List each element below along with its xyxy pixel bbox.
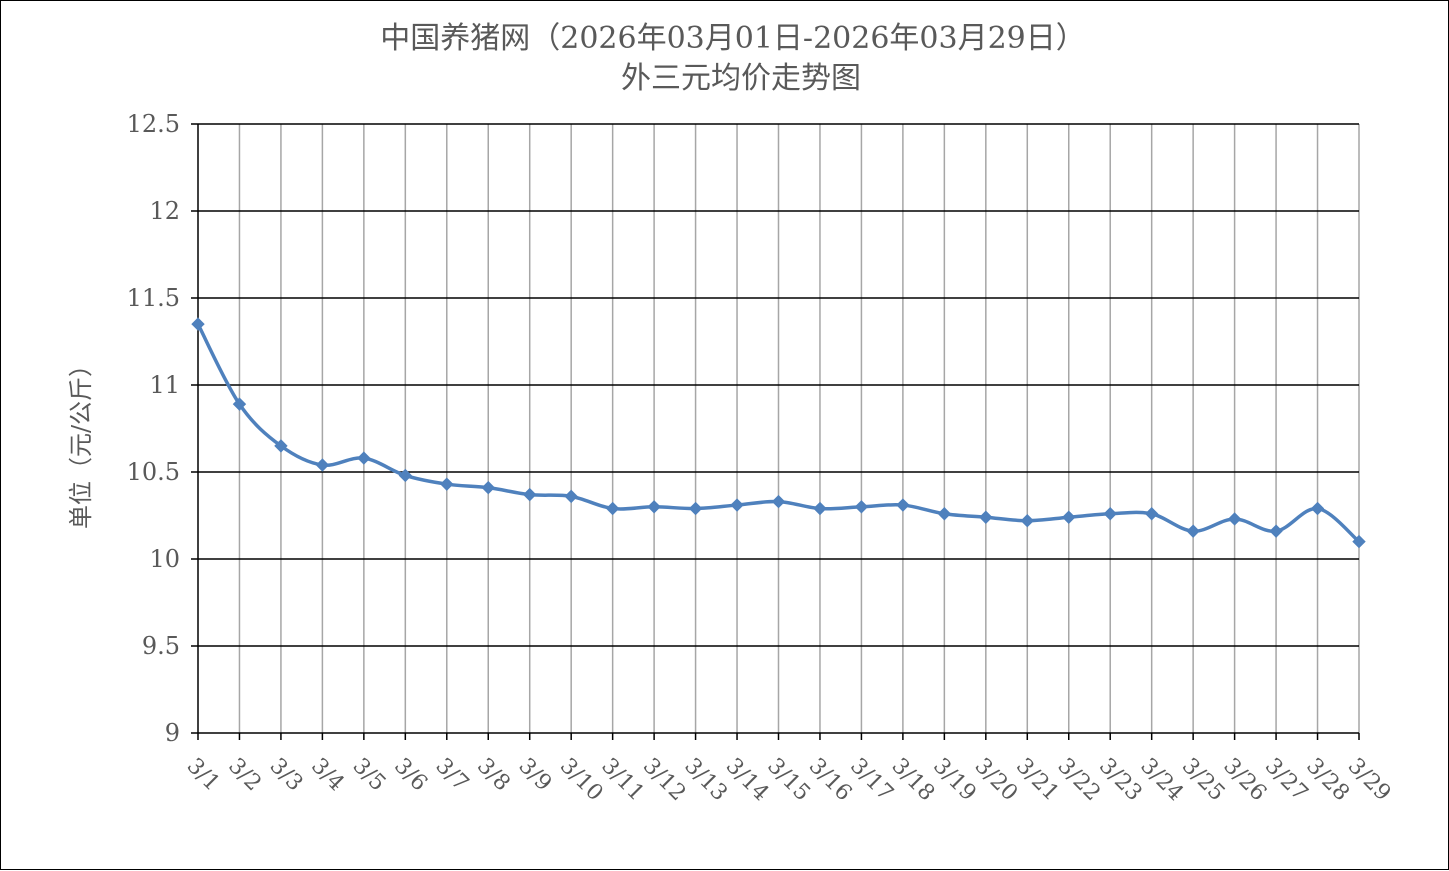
chart-subtitle: 外三元均价走势图	[621, 61, 861, 96]
price-series	[191, 317, 1366, 549]
x-tick-label: 3/6	[389, 754, 432, 797]
x-tick-label: 3/2	[223, 754, 266, 797]
x-tick-label: 3/12	[638, 754, 691, 807]
data-point-marker	[730, 498, 744, 512]
x-tick-label: 3/8	[472, 754, 515, 797]
data-point-marker	[1186, 524, 1200, 538]
x-tick-label: 3/22	[1053, 754, 1106, 807]
x-tick-label: 3/21	[1011, 754, 1064, 807]
data-point-marker	[523, 487, 537, 502]
data-point-marker	[1020, 514, 1034, 528]
data-point-marker	[315, 458, 330, 472]
data-point-marker	[398, 468, 413, 483]
data-point-marker	[771, 494, 786, 509]
x-tick-label: 3/4	[306, 754, 349, 797]
data-point-marker	[1352, 534, 1366, 549]
data-point-marker	[1062, 510, 1076, 524]
x-tick-label: 3/29	[1343, 754, 1396, 807]
data-point-marker	[357, 451, 371, 465]
data-point-marker	[1144, 507, 1159, 521]
x-tick-label: 3/5	[348, 754, 391, 797]
x-tick-label: 3/9	[513, 754, 556, 797]
x-tick-label: 3/19	[928, 754, 981, 807]
data-point-marker	[1310, 501, 1325, 516]
data-point-marker	[813, 501, 827, 516]
x-tick-label: 3/20	[970, 754, 1023, 807]
y-tick-label: 12	[149, 197, 180, 225]
y-tick-labels: 12.5 12 11.5 11 10.5 10 9.5 9	[127, 110, 180, 747]
x-tick-label: 3/3	[265, 754, 308, 797]
x-tick-label: 3/1	[182, 754, 225, 797]
data-point-marker	[605, 501, 620, 516]
data-point-marker	[232, 397, 247, 411]
x-tick-label: 3/24	[1135, 754, 1188, 807]
x-tick-label: 3/23	[1094, 754, 1147, 807]
y-tick-label: 12.5	[127, 110, 180, 138]
y-tick-label: 9.5	[142, 632, 180, 660]
data-point-marker	[688, 501, 703, 516]
data-point-marker	[481, 480, 495, 495]
x-tick-label: 3/11	[596, 754, 649, 807]
data-point-marker	[440, 477, 454, 491]
y-tick-label: 10.5	[127, 458, 180, 486]
x-tick-label: 3/7	[431, 754, 474, 797]
x-tick-label: 3/13	[679, 754, 732, 807]
x-tick-label: 3/17	[845, 754, 898, 807]
data-point-marker	[274, 439, 288, 453]
chart-title: 中国养猪网（2026年03月01日-2026年03月29日）	[380, 21, 1086, 56]
data-point-marker	[1103, 507, 1117, 521]
x-tick-label: 3/25	[1177, 754, 1230, 807]
data-point-marker	[854, 500, 869, 514]
y-axis-label: 单位（元/公斤）	[67, 353, 95, 529]
x-tick-label: 3/16	[804, 754, 857, 807]
y-tick-label: 9	[165, 719, 180, 747]
x-tick-label: 3/18	[887, 754, 940, 807]
y-tick-label: 11.5	[127, 284, 180, 312]
data-point-marker	[1269, 524, 1283, 538]
y-tick-label: 11	[149, 371, 180, 399]
x-tick-label: 3/15	[762, 754, 815, 807]
data-point-marker	[1227, 512, 1242, 526]
data-point-marker	[979, 510, 993, 524]
x-tick-label: 3/14	[721, 754, 774, 807]
data-point-marker	[896, 498, 910, 512]
data-point-marker	[937, 507, 952, 521]
x-tick-label: 3/10	[555, 754, 608, 807]
axes	[191, 123, 1360, 740]
x-tick-label: 3/28	[1301, 754, 1354, 807]
x-tick-label: 3/27	[1260, 754, 1313, 807]
x-tick-label: 3/26	[1218, 754, 1271, 807]
data-point-marker	[191, 317, 205, 331]
y-tick-label: 10	[149, 545, 180, 573]
x-tick-labels: 3/13/23/33/43/53/63/73/83/93/103/113/123…	[182, 754, 1396, 807]
grid	[198, 123, 1360, 733]
data-point-marker	[564, 489, 578, 504]
data-point-marker	[647, 500, 661, 514]
